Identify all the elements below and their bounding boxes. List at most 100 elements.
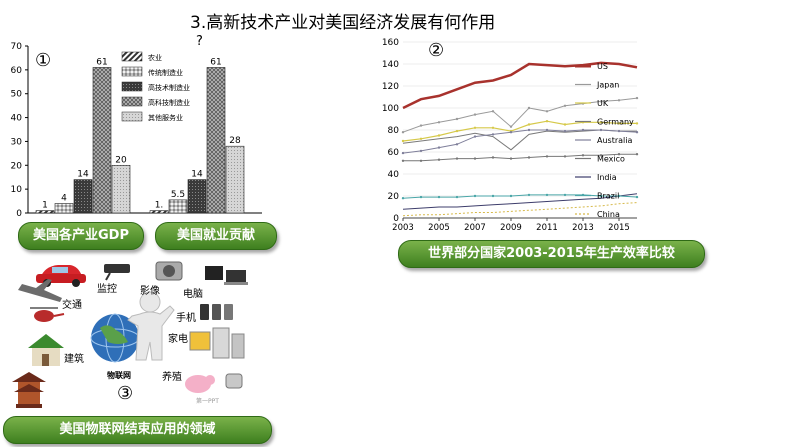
series-line <box>402 97 638 133</box>
iot-label-monitoring: 监控 <box>97 284 117 295</box>
marker-1: ① <box>35 50 52 71</box>
series-point <box>563 123 567 126</box>
series-point <box>635 122 639 125</box>
security-camera-icon <box>104 264 130 281</box>
legend-label: Brazil <box>597 192 619 201</box>
photo-camera-icon <box>155 261 183 281</box>
bar <box>187 179 207 214</box>
series-point <box>401 139 405 143</box>
bar <box>92 67 112 214</box>
y-tick-label: 40 <box>388 170 400 180</box>
x-tick-label: 2005 <box>428 223 450 233</box>
series-point <box>401 131 405 134</box>
data-label: 4 <box>61 193 67 203</box>
phone-icon <box>200 304 233 320</box>
legend-label: 高技术制造业 <box>148 83 190 92</box>
y-tick-label: 80 <box>388 126 400 136</box>
iot-illustration: 交通 监控 影像 电脑 手机 家电 建筑 养殖 物联网 第一PPT <box>0 250 260 415</box>
caption-gdp: 美国各产业GDP <box>18 222 144 250</box>
x-tick-label: 2011 <box>536 223 558 233</box>
legend-label: Australia <box>597 136 632 145</box>
series-point <box>581 154 585 157</box>
x-tick-label: 2009 <box>500 223 522 233</box>
data-label: 14 <box>77 170 89 180</box>
series-point <box>599 154 603 157</box>
series-point <box>635 131 639 134</box>
iot-artwork <box>12 261 248 408</box>
data-label: 14 <box>191 170 203 180</box>
series-point <box>491 156 495 159</box>
x-tick-label: 2013 <box>572 223 594 233</box>
series-point <box>437 146 441 149</box>
series-point <box>563 155 567 158</box>
series-point <box>599 100 603 103</box>
series-point <box>491 110 495 113</box>
series-point <box>437 134 441 137</box>
y-tick-label: 140 <box>382 60 399 70</box>
y-tick-label: 20 <box>388 192 400 202</box>
globe-icon <box>90 313 140 363</box>
airplane-icon <box>18 279 62 302</box>
series-line <box>402 194 638 199</box>
iot-label-appliance: 家电 <box>168 334 188 345</box>
legend-label: 农业 <box>148 53 162 62</box>
data-label: 1. <box>155 201 164 211</box>
legend-label: China <box>597 210 620 219</box>
series-point <box>437 158 441 161</box>
marker-3: ③ <box>117 383 134 404</box>
data-label: 61 <box>96 57 107 67</box>
x-tick-label: 2003 <box>392 223 414 233</box>
series-point <box>563 193 567 197</box>
series-line <box>402 61 638 110</box>
y-tick-label: 60 <box>11 66 23 76</box>
marker-2: ② <box>428 40 445 61</box>
x-tick-label: 2007 <box>464 223 486 233</box>
pot-icon <box>225 373 243 389</box>
x-tick-label: 2015 <box>608 223 630 233</box>
series-point <box>455 143 459 146</box>
series-point <box>455 195 459 199</box>
series-point <box>491 194 495 198</box>
series-line <box>402 193 638 210</box>
series-point <box>455 157 459 160</box>
series-point <box>617 122 621 125</box>
slide-title: 3.高新技术产业对美国经济发展有何作用 <box>190 13 496 33</box>
series-point <box>563 104 567 108</box>
pig-icon <box>185 375 215 393</box>
bar <box>73 179 93 214</box>
legend-label: 传统制造业 <box>148 68 183 77</box>
series-point <box>545 155 549 158</box>
series-point <box>527 156 531 159</box>
legend-label: 高科技制造业 <box>148 98 190 107</box>
legend-swatch <box>121 51 143 62</box>
caption-employment: 美国就业贡献 <box>155 222 277 250</box>
series-point <box>419 149 423 153</box>
series-point <box>491 133 495 136</box>
series-point <box>473 126 477 129</box>
legend-swatch <box>121 66 143 77</box>
y-tick-label: 0 <box>393 214 399 224</box>
iot-label-building: 建筑 <box>64 354 84 365</box>
iot-label-computer: 电脑 <box>183 289 203 300</box>
series-line <box>402 202 638 217</box>
series-point <box>635 195 639 199</box>
legend-label: Mexico <box>597 155 625 164</box>
series-line <box>402 120 637 142</box>
series-point <box>527 123 531 126</box>
legend-label: Germany <box>597 118 634 127</box>
legend-label: India <box>597 173 617 182</box>
series-point <box>509 157 513 160</box>
series-point <box>437 195 441 199</box>
bar <box>111 164 131 214</box>
series-point <box>581 128 585 132</box>
series-line <box>403 153 637 162</box>
data-label: 1 <box>42 201 48 211</box>
productivity-line-chart: 0 20 40 60 80 100 120 140 160 2003 2005 2007 2009 201… <box>382 38 639 233</box>
data-label: 61 <box>210 57 221 67</box>
legend-label: UK <box>597 99 609 108</box>
iot-center-label: 物联网 <box>107 371 131 380</box>
y-tick-label: 100 <box>382 104 399 114</box>
bar <box>149 210 169 214</box>
series-point <box>527 193 531 197</box>
series-point <box>527 128 531 132</box>
